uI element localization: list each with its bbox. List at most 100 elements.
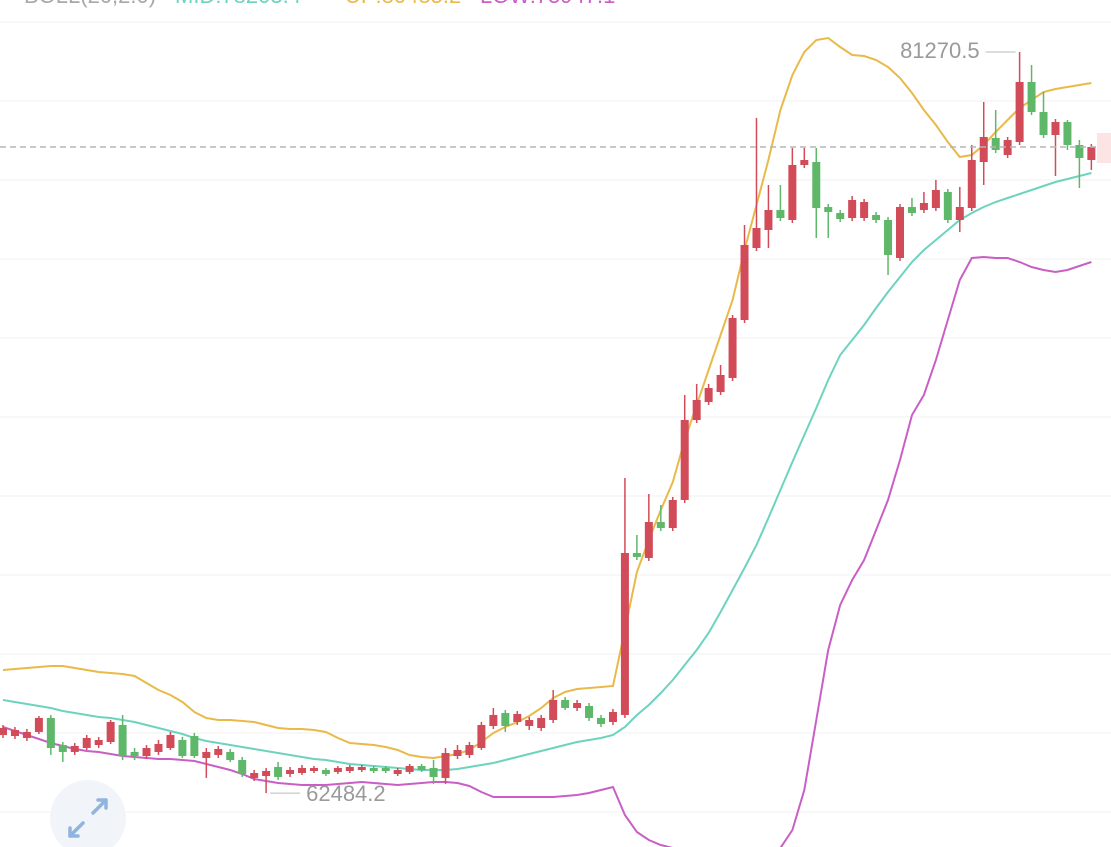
candle-body [764, 210, 773, 230]
candle-body [632, 553, 641, 557]
band-line [2, 255, 1092, 847]
candle-body [441, 752, 450, 778]
candle-body [597, 717, 605, 724]
candle-body [1015, 82, 1024, 143]
candle-body [453, 749, 462, 756]
candle-body [46, 717, 55, 748]
high-label: 81270.5 [900, 38, 980, 63]
candle-body [704, 387, 713, 403]
candle-body [644, 521, 653, 558]
candle-body [991, 137, 1000, 150]
candle-body [70, 745, 79, 752]
candle-body [58, 744, 67, 752]
candle-body [345, 766, 354, 771]
candle-body [776, 210, 785, 219]
candle-body [668, 499, 677, 528]
candle-body [333, 767, 342, 772]
grid [0, 21, 1111, 813]
indicator-title: BOLL(20,2.0) [24, 0, 156, 8]
candle-body [489, 714, 498, 726]
band-line [2, 172, 1092, 771]
candle-body [154, 743, 163, 752]
candle-body [178, 739, 187, 756]
candle-body [608, 711, 617, 722]
candle-body [94, 739, 103, 745]
candle-body [286, 770, 295, 774]
candle-body [142, 747, 151, 756]
candle-body [369, 767, 378, 771]
candle-body [513, 713, 522, 722]
candle-body [740, 245, 749, 320]
candle-body [931, 190, 940, 209]
plot-area [0, 36, 1096, 847]
candle-body [1003, 139, 1012, 155]
candle-body [0, 727, 7, 735]
candle-body [417, 765, 426, 770]
candle-body [298, 767, 306, 773]
candle-body [357, 766, 366, 770]
candle-body [10, 730, 19, 736]
expand-button[interactable] [50, 780, 126, 847]
candle-body [573, 702, 582, 708]
candle-body [979, 136, 988, 163]
candle-body [226, 751, 235, 760]
candle-body [1075, 145, 1084, 158]
candle-body [477, 724, 486, 748]
candle-body [118, 724, 127, 756]
candle-body [381, 767, 390, 771]
candle-body [262, 770, 271, 776]
candle-body [860, 202, 869, 219]
price-tag [1097, 133, 1111, 163]
candle-body [919, 202, 928, 211]
candle-body [656, 521, 665, 528]
candle-body [106, 721, 115, 742]
candle-body [309, 767, 318, 771]
candle-body [680, 419, 689, 500]
expand-icon[interactable] [68, 798, 108, 838]
candle-body [716, 374, 725, 392]
candle-body [1039, 111, 1048, 135]
candle-body [274, 766, 283, 777]
candle-body [250, 772, 259, 778]
candle-body [620, 553, 629, 715]
candle-body [190, 735, 199, 756]
candle-body [812, 162, 821, 209]
legend-entry: MID:78203.4 [175, 0, 301, 8]
candle-body [465, 744, 474, 755]
legend: MID:78203.4 UP:80485.2 LOW:75947.1 [175, 0, 615, 8]
legend-entry: LOW:75947.1 [480, 0, 615, 8]
candle-body [800, 159, 809, 166]
candle-body [166, 734, 175, 748]
candle-body [393, 770, 402, 774]
candle-body [501, 712, 510, 726]
low-label: 62484.2 [306, 781, 386, 806]
candle-body [1087, 147, 1096, 160]
candle-body [214, 748, 223, 755]
candle-body [238, 759, 247, 774]
candle-body [34, 717, 43, 732]
candle-body [1051, 122, 1060, 135]
candle-body [202, 751, 211, 758]
candle-body [848, 199, 857, 219]
candle-body [405, 765, 414, 772]
candle-body [537, 717, 546, 728]
candle-body [896, 207, 904, 258]
candle-body [728, 317, 737, 378]
candle-body [692, 399, 701, 420]
candle-body [1063, 122, 1072, 146]
legend-entry: UP:80485.2 [345, 0, 461, 8]
candle-body [130, 751, 139, 756]
candle-body [884, 219, 893, 255]
band-line [2, 36, 1092, 760]
candle-body [549, 699, 558, 720]
candle-body [955, 207, 964, 220]
candle-body [525, 719, 534, 726]
candle-body [752, 228, 761, 249]
candle-body [1027, 82, 1036, 112]
candle-body [967, 159, 976, 209]
candle-body [561, 699, 570, 708]
candle-body [788, 165, 797, 220]
candle-body [943, 191, 952, 220]
candle-body [82, 737, 91, 748]
